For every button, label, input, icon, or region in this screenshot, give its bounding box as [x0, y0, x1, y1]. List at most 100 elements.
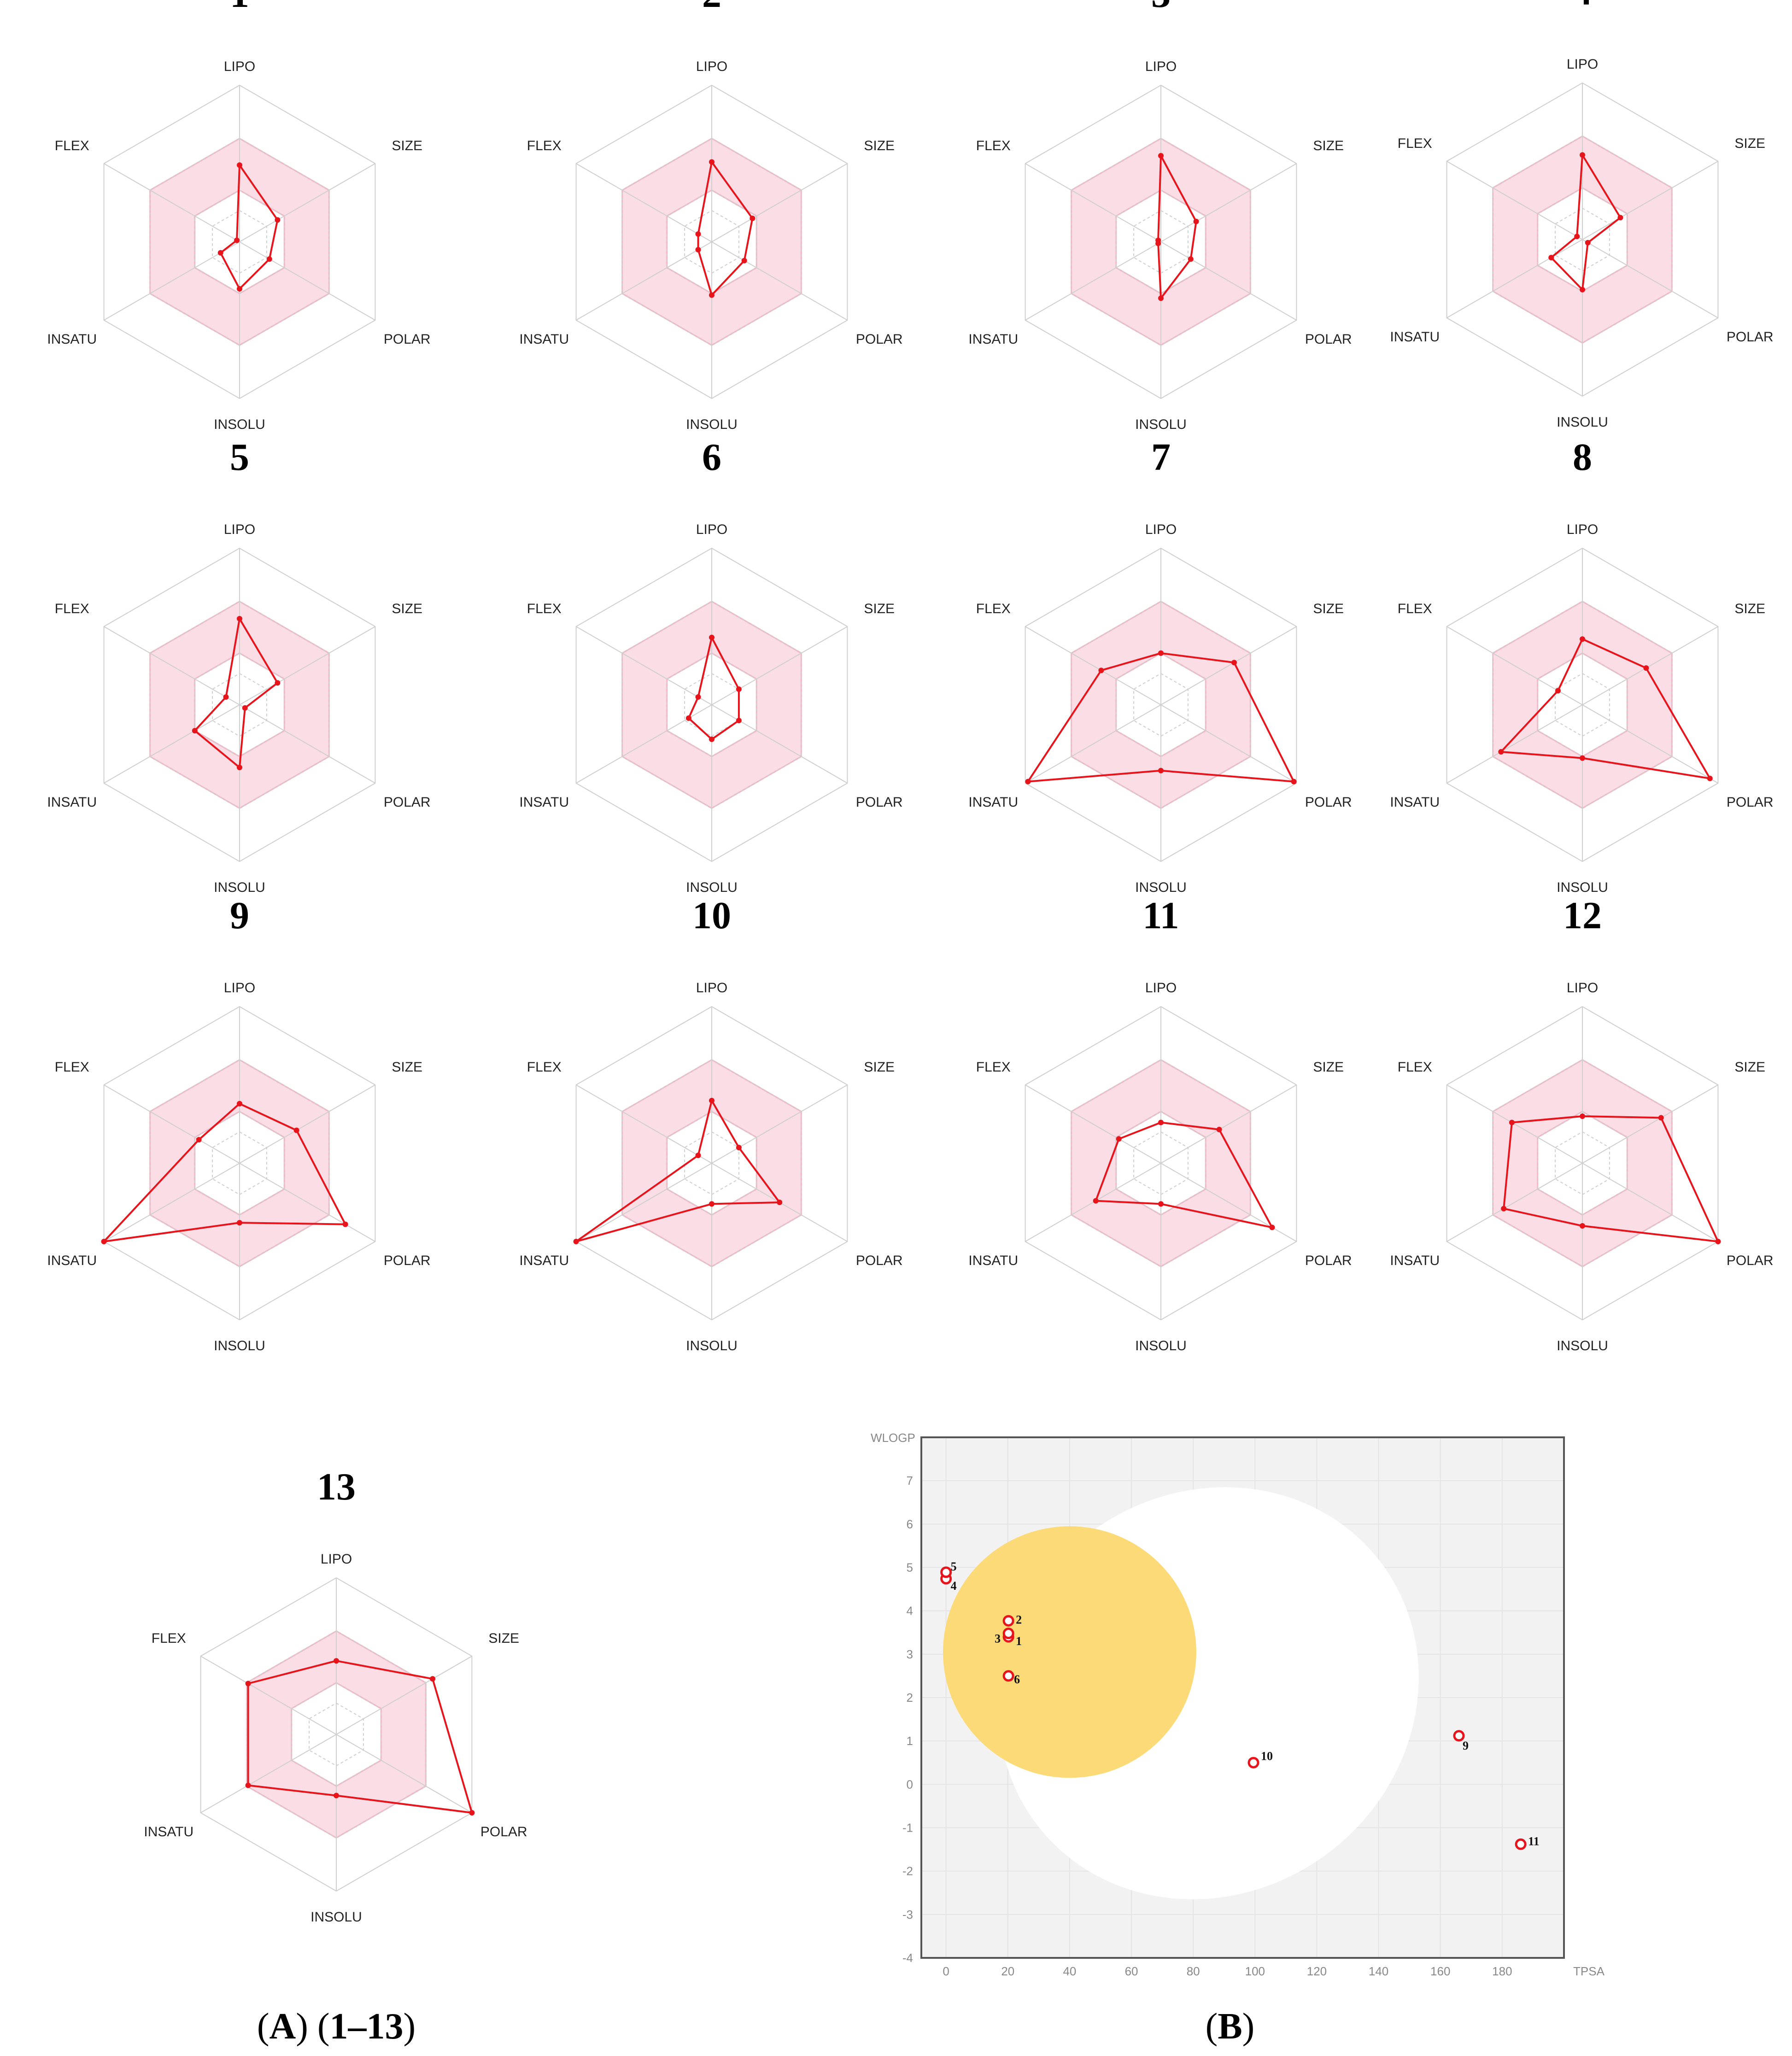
- x-tick-label: 80: [1187, 1964, 1200, 1978]
- axis-spoke: [576, 163, 712, 242]
- axis-label-flex: FLEX: [55, 138, 89, 153]
- axis-label-insatu: INSATU: [1390, 1253, 1440, 1268]
- axis-spoke: [1582, 239, 1718, 318]
- y-tick-label: 2: [907, 1691, 913, 1705]
- axis-spoke: [104, 626, 240, 705]
- radar-chart-9: 9 LIPO SIZE POLAR INSOLU INSATU FLEX: [47, 894, 430, 1353]
- axis-label-insolu: INSOLU: [1557, 1338, 1608, 1353]
- x-axis-label: TPSA: [1573, 1964, 1605, 1978]
- data-point-insolu: [237, 1220, 242, 1226]
- axis-label-flex: FLEX: [1398, 136, 1432, 151]
- data-point-polar: [777, 1200, 783, 1205]
- axis-spoke: [200, 1734, 337, 1813]
- axis-spoke: [104, 1084, 240, 1164]
- axis-label-insolu: INSOLU: [1557, 880, 1608, 895]
- axis-spoke: [1446, 1163, 1583, 1242]
- data-point-insolu: [1158, 295, 1164, 301]
- radar-panel-A: 1 LIPO SIZE POLAR INSOLU INSATU FLEX 2 LIPO SIZE P…: [47, 0, 1773, 1925]
- caption-B: (B): [1206, 2006, 1255, 2047]
- axis-spoke: [576, 1084, 712, 1164]
- x-tick-label: 120: [1307, 1964, 1327, 1978]
- axis-label-insatu: INSATU: [1390, 329, 1440, 345]
- axis-spoke: [1025, 626, 1161, 705]
- axis-label-lipo: LIPO: [1567, 980, 1598, 996]
- data-point-lipo: [1158, 1119, 1164, 1125]
- x-tick-label: 160: [1430, 1964, 1450, 1978]
- axis-label-lipo: LIPO: [1145, 59, 1177, 74]
- axis-label-insolu: INSOLU: [686, 880, 738, 895]
- data-point-flex: [1155, 237, 1161, 243]
- data-point-5: [940, 1566, 952, 1578]
- axis-label-flex: FLEX: [1398, 1060, 1432, 1075]
- axis-label-flex: FLEX: [152, 1631, 186, 1646]
- data-point-insatu: [245, 1782, 251, 1788]
- axis-spoke: [576, 241, 712, 321]
- data-point-polar: [469, 1810, 475, 1816]
- radar-title: 10: [692, 894, 731, 937]
- axis-spoke: [336, 1656, 472, 1735]
- axis-label-insatu: INSATU: [47, 795, 97, 810]
- axis-label-flex: FLEX: [976, 1060, 1011, 1075]
- data-point-6: [1002, 1670, 1014, 1682]
- axis-spoke: [1160, 241, 1297, 321]
- data-point-size: [1216, 1126, 1222, 1132]
- axis-spoke: [1025, 163, 1161, 242]
- data-point-size: [1231, 660, 1237, 666]
- axis-spoke: [1582, 1163, 1718, 1242]
- axis-label-size: SIZE: [1313, 1060, 1344, 1075]
- radar-chart-2: 2 LIPO SIZE POLAR INSOLU INSATU FLEX: [519, 0, 902, 432]
- axis-label-size: SIZE: [1734, 1060, 1765, 1075]
- data-point-size: [1193, 218, 1199, 224]
- axis-spoke: [104, 704, 240, 784]
- axis-label-lipo: LIPO: [1567, 57, 1598, 72]
- radar-title: 6: [702, 436, 721, 479]
- axis-label-insatu: INSATU: [47, 332, 97, 347]
- axis-label-polar: POLAR: [384, 1253, 431, 1268]
- data-point-flex: [234, 237, 240, 243]
- radar-chart-3: 3 LIPO SIZE POLAR INSOLU INSATU FLEX: [968, 0, 1352, 432]
- data-point-insolu: [334, 1792, 339, 1798]
- axis-label-polar: POLAR: [1305, 795, 1352, 810]
- axis-label-polar: POLAR: [1305, 1253, 1352, 1268]
- data-point-insatu: [1025, 779, 1031, 785]
- radar-title: 7: [1151, 436, 1171, 479]
- axis-label-insolu: INSOLU: [1557, 415, 1608, 430]
- data-point-polar: [736, 718, 742, 723]
- axis-label-insatu: INSATU: [519, 332, 569, 347]
- axis-label-lipo: LIPO: [696, 59, 727, 74]
- axis-label-insatu: INSATU: [519, 1253, 569, 1268]
- radar-title: 1: [230, 0, 249, 16]
- y-tick-label: 5: [907, 1561, 913, 1575]
- radar-title: 5: [230, 436, 249, 479]
- radar-chart-7: 7 LIPO SIZE POLAR INSOLU INSATU FLEX: [968, 436, 1352, 895]
- radar-chart-8: 8 LIPO SIZE POLAR INSOLU INSATU FLEX: [1390, 436, 1773, 895]
- radar-title: 11: [1142, 894, 1179, 937]
- axis-spoke: [1446, 161, 1583, 240]
- data-point-flex: [1098, 668, 1104, 674]
- caption-A: (A) (1–13): [257, 2006, 416, 2047]
- radar-chart-1: 1 LIPO SIZE POLAR INSOLU INSATU FLEX: [47, 0, 430, 432]
- axis-label-size: SIZE: [864, 601, 895, 616]
- data-point-lipo: [1580, 636, 1585, 642]
- axis-label-polar: POLAR: [1305, 332, 1352, 347]
- axis-label-flex: FLEX: [55, 601, 89, 616]
- axis-spoke: [200, 1656, 337, 1735]
- data-point-polar: [1291, 779, 1297, 785]
- data-point-polar: [266, 256, 272, 262]
- data-point-flex: [223, 694, 229, 700]
- data-point-insatu: [1501, 1206, 1507, 1212]
- axis-label-insolu: INSOLU: [686, 1338, 738, 1353]
- x-tick-label: 60: [1125, 1964, 1138, 1978]
- data-point-insolu: [237, 286, 242, 292]
- axis-spoke: [1160, 626, 1297, 705]
- axis-label-polar: POLAR: [856, 332, 903, 347]
- axis-label-polar: POLAR: [384, 332, 431, 347]
- axis-spoke: [1582, 1084, 1718, 1164]
- data-label-9: 9: [1463, 1739, 1469, 1752]
- axis-label-insolu: INSOLU: [1135, 1338, 1187, 1353]
- data-point-size: [1658, 1115, 1664, 1121]
- x-tick-label: 100: [1245, 1964, 1265, 1978]
- y-tick-label: -3: [902, 1908, 913, 1921]
- axis-spoke: [104, 1163, 240, 1242]
- axis-label-size: SIZE: [392, 1060, 422, 1075]
